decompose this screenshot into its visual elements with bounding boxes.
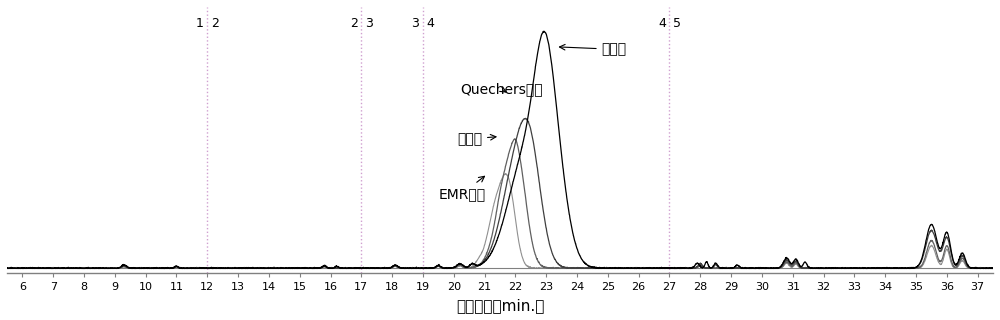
Text: 2: 2: [350, 17, 358, 30]
Text: 5: 5: [673, 17, 681, 30]
Text: 4: 4: [658, 17, 666, 30]
Text: 3: 3: [365, 17, 373, 30]
Text: 4: 4: [427, 17, 435, 30]
Text: 未净化: 未净化: [559, 42, 627, 56]
X-axis label: 采集时间（min.）: 采集时间（min.）: [456, 298, 544, 313]
Text: 1: 1: [196, 17, 204, 30]
Text: EMR方法: EMR方法: [438, 176, 485, 201]
Text: Quechers方法: Quechers方法: [460, 82, 543, 96]
Text: 本发明: 本发明: [457, 132, 496, 146]
Text: 3: 3: [411, 17, 419, 30]
Text: 2: 2: [211, 17, 219, 30]
